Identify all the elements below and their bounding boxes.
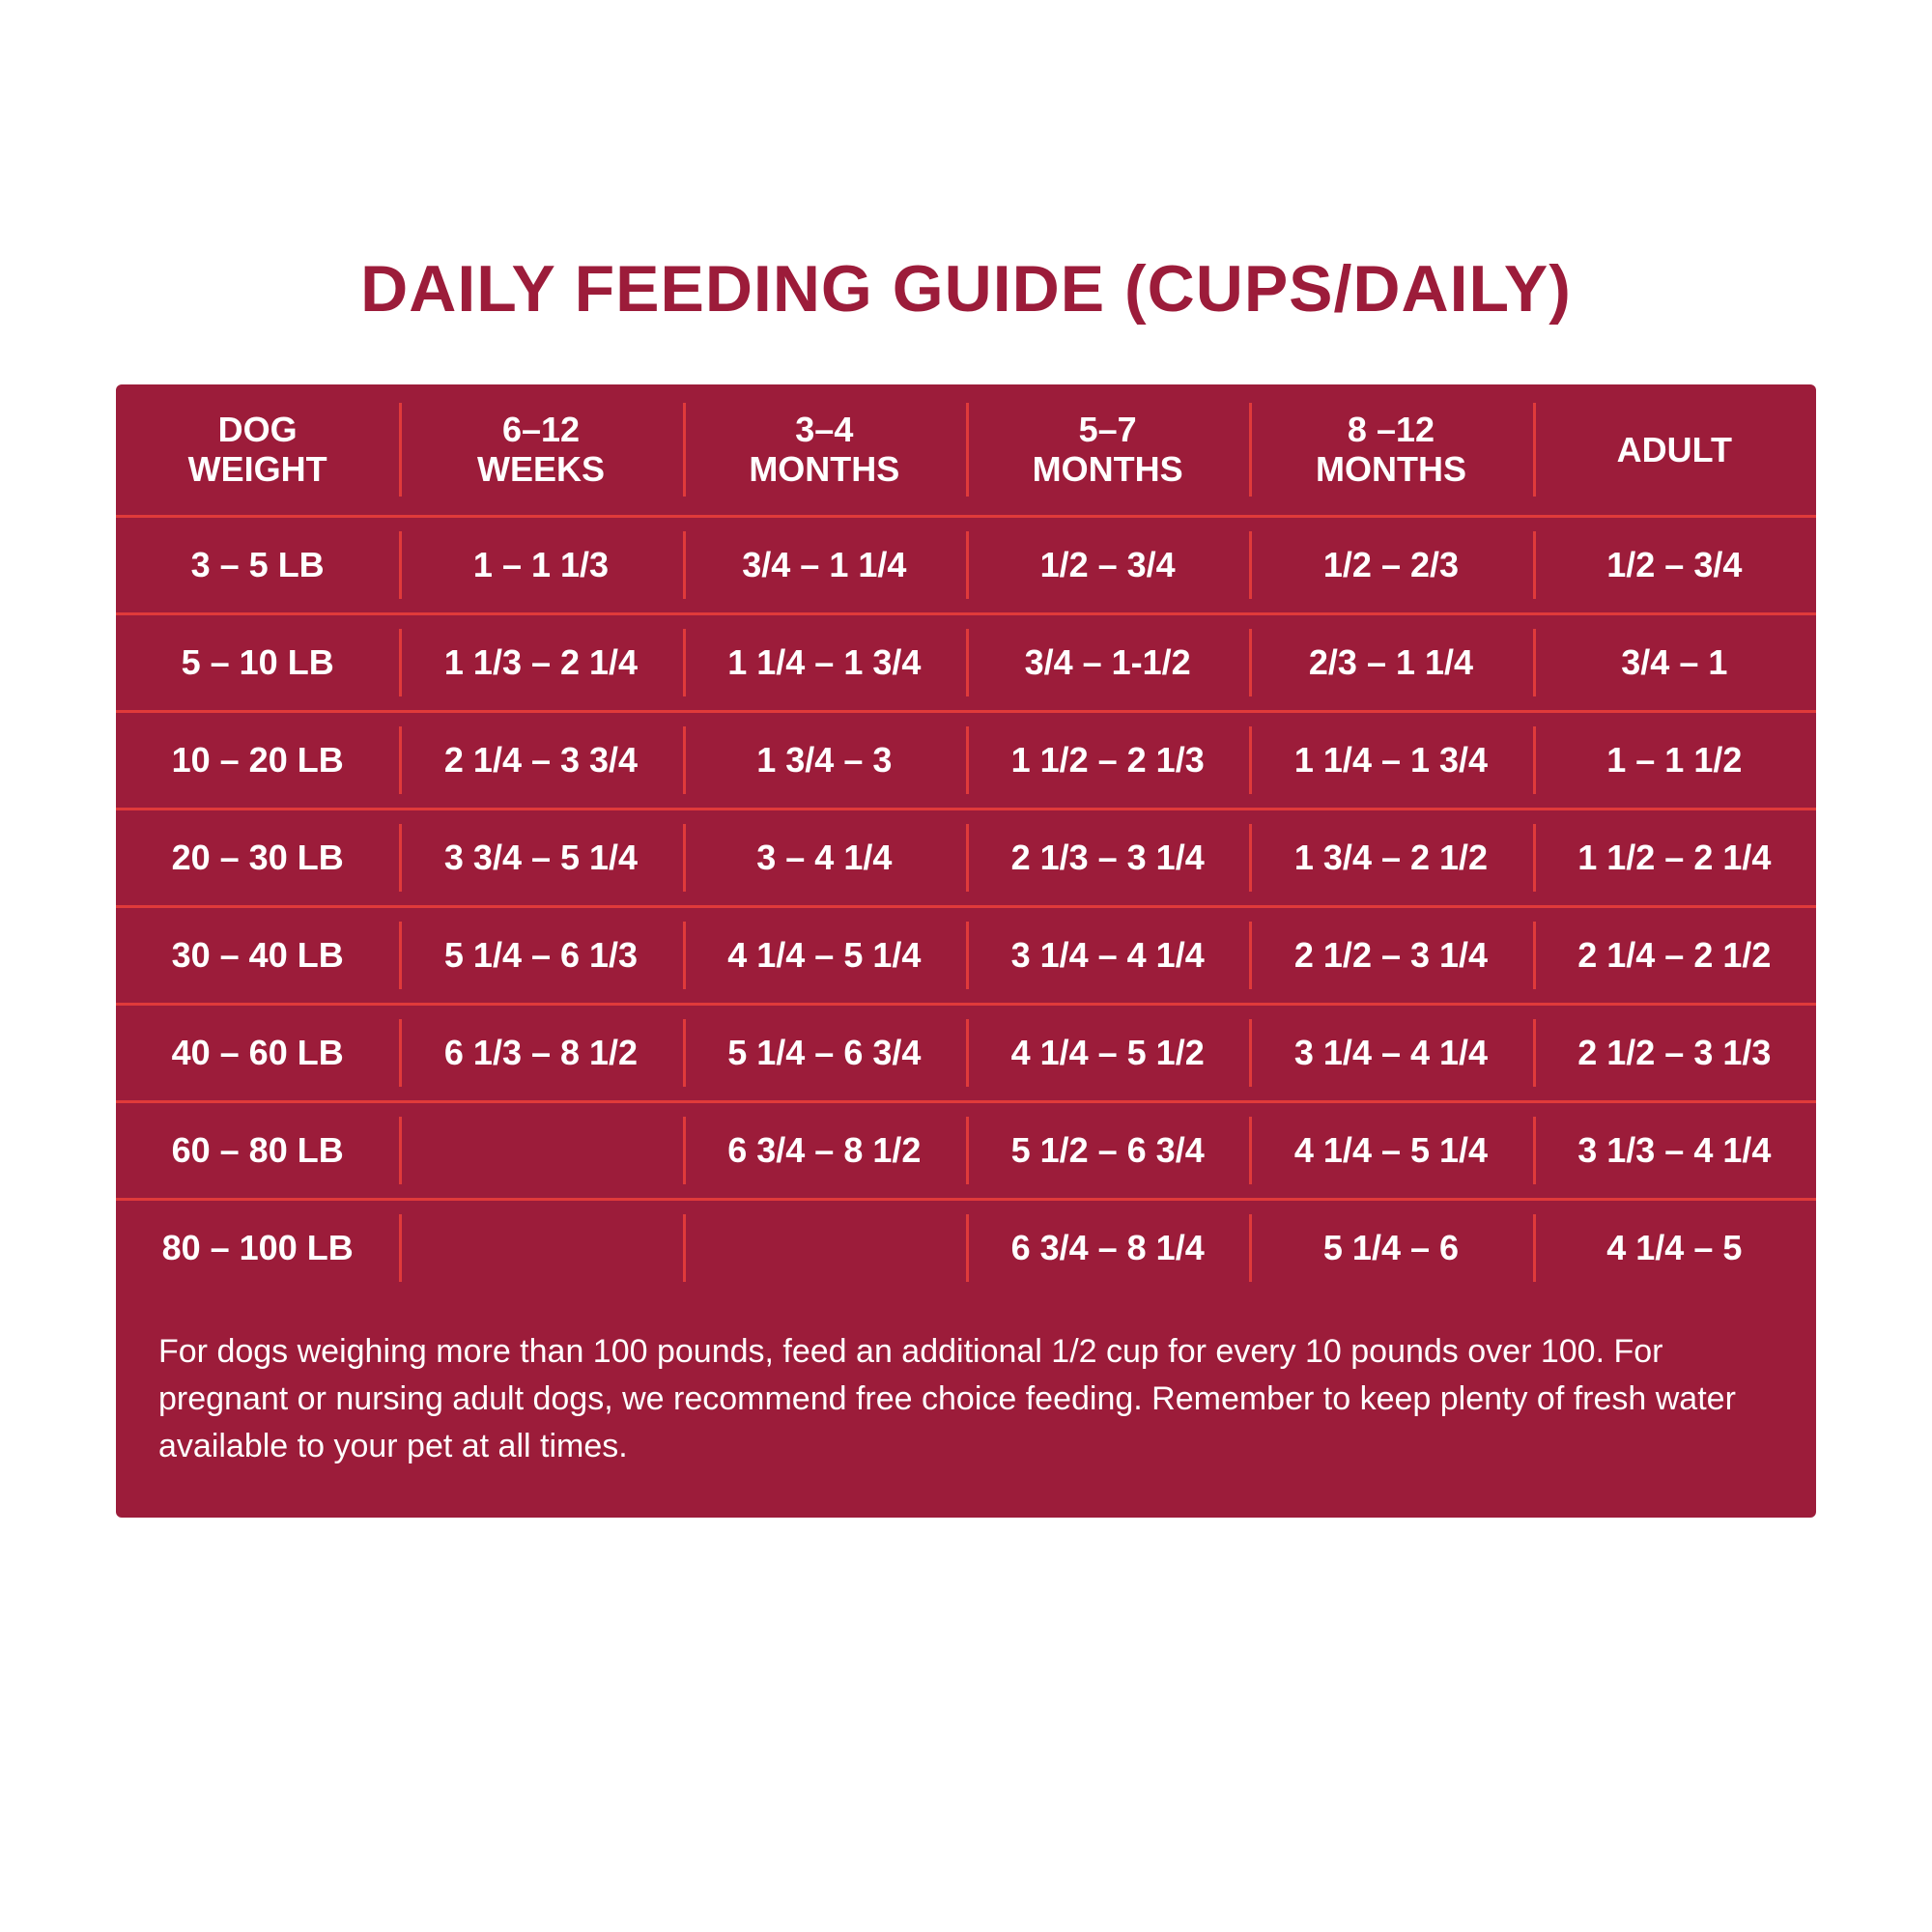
col-header-8-12mo: 8 –12MONTHS [1249,384,1532,515]
cell-weight: 30 – 40 LB [116,905,399,1003]
col-header-6-12wk: 6–12WEEKS [399,384,682,515]
cell-value: 3/4 – 1-1/2 [966,612,1249,710]
cell-weight: 60 – 80 LB [116,1100,399,1198]
col-header-adult: ADULT [1533,384,1816,515]
cell-value: 1/2 – 2/3 [1249,515,1532,612]
footnote-text: For dogs weighing more than 100 pounds, … [158,1328,1774,1471]
cell-value: 3 – 4 1/4 [683,808,966,905]
cell-value: 1 1/2 – 2 1/3 [966,710,1249,808]
cell-weight: 3 – 5 LB [116,515,399,612]
cell-value: 5 1/4 – 6 [1249,1198,1532,1295]
cell-value: 2 1/4 – 2 1/2 [1533,905,1816,1003]
cell-value [399,1100,682,1198]
table-row: 30 – 40 LB 5 1/4 – 6 1/3 4 1/4 – 5 1/4 3… [116,905,1816,1003]
col-header-weight: DOGWEIGHT [116,384,399,515]
cell-value: 3 3/4 – 5 1/4 [399,808,682,905]
cell-weight: 80 – 100 LB [116,1198,399,1295]
col-header-5-7mo: 5–7MONTHS [966,384,1249,515]
table-row: 20 – 30 LB 3 3/4 – 5 1/4 3 – 4 1/4 2 1/3… [116,808,1816,905]
col-header-3-4mo: 3–4MONTHS [683,384,966,515]
table-header-row: DOGWEIGHT 6–12WEEKS 3–4MONTHS 5–7MONTHS … [116,384,1816,515]
feeding-guide-table: DOGWEIGHT 6–12WEEKS 3–4MONTHS 5–7MONTHS … [116,384,1816,1518]
cell-value: 6 3/4 – 8 1/4 [966,1198,1249,1295]
cell-value: 1 – 1 1/3 [399,515,682,612]
cell-value: 1 1/2 – 2 1/4 [1533,808,1816,905]
cell-value: 2/3 – 1 1/4 [1249,612,1532,710]
table-row: 3 – 5 LB 1 – 1 1/3 3/4 – 1 1/4 1/2 – 3/4… [116,515,1816,612]
cell-value [399,1198,682,1295]
cell-value: 1 1/3 – 2 1/4 [399,612,682,710]
cell-value: 2 1/4 – 3 3/4 [399,710,682,808]
cell-value: 4 1/4 – 5 [1533,1198,1816,1295]
cell-value: 3/4 – 1 1/4 [683,515,966,612]
cell-weight: 10 – 20 LB [116,710,399,808]
cell-value: 3/4 – 1 [1533,612,1816,710]
cell-value: 2 1/3 – 3 1/4 [966,808,1249,905]
cell-value: 3 1/4 – 4 1/4 [1249,1003,1532,1100]
cell-weight: 20 – 30 LB [116,808,399,905]
cell-value: 1 3/4 – 3 [683,710,966,808]
cell-value: 4 1/4 – 5 1/2 [966,1003,1249,1100]
cell-value: 6 1/3 – 8 1/2 [399,1003,682,1100]
table-row: 60 – 80 LB 6 3/4 – 8 1/2 5 1/2 – 6 3/4 4… [116,1100,1816,1198]
feeding-guide-card: DOGWEIGHT 6–12WEEKS 3–4MONTHS 5–7MONTHS … [116,384,1816,1518]
table-row: 10 – 20 LB 2 1/4 – 3 3/4 1 3/4 – 3 1 1/2… [116,710,1816,808]
cell-value: 2 1/2 – 3 1/4 [1249,905,1532,1003]
cell-value: 4 1/4 – 5 1/4 [683,905,966,1003]
cell-value: 6 3/4 – 8 1/2 [683,1100,966,1198]
cell-value: 2 1/2 – 3 1/3 [1533,1003,1816,1100]
table-row: 5 – 10 LB 1 1/3 – 2 1/4 1 1/4 – 1 3/4 3/… [116,612,1816,710]
table-row: 40 – 60 LB 6 1/3 – 8 1/2 5 1/4 – 6 3/4 4… [116,1003,1816,1100]
cell-value: 1 1/4 – 1 3/4 [683,612,966,710]
footnote-row: For dogs weighing more than 100 pounds, … [116,1295,1816,1518]
cell-value: 5 1/4 – 6 1/3 [399,905,682,1003]
cell-value: 3 1/3 – 4 1/4 [1533,1100,1816,1198]
cell-value: 1 – 1 1/2 [1533,710,1816,808]
cell-value: 5 1/4 – 6 3/4 [683,1003,966,1100]
cell-value: 5 1/2 – 6 3/4 [966,1100,1249,1198]
cell-value: 1/2 – 3/4 [966,515,1249,612]
table-row: 80 – 100 LB 6 3/4 – 8 1/4 5 1/4 – 6 4 1/… [116,1198,1816,1295]
cell-value: 1/2 – 3/4 [1533,515,1816,612]
cell-value: 1 3/4 – 2 1/2 [1249,808,1532,905]
cell-value: 4 1/4 – 5 1/4 [1249,1100,1532,1198]
cell-value: 3 1/4 – 4 1/4 [966,905,1249,1003]
cell-weight: 40 – 60 LB [116,1003,399,1100]
page-title: DAILY FEEDING GUIDE (CUPS/DAILY) [116,251,1816,327]
cell-value [683,1198,966,1295]
cell-value: 1 1/4 – 1 3/4 [1249,710,1532,808]
cell-weight: 5 – 10 LB [116,612,399,710]
